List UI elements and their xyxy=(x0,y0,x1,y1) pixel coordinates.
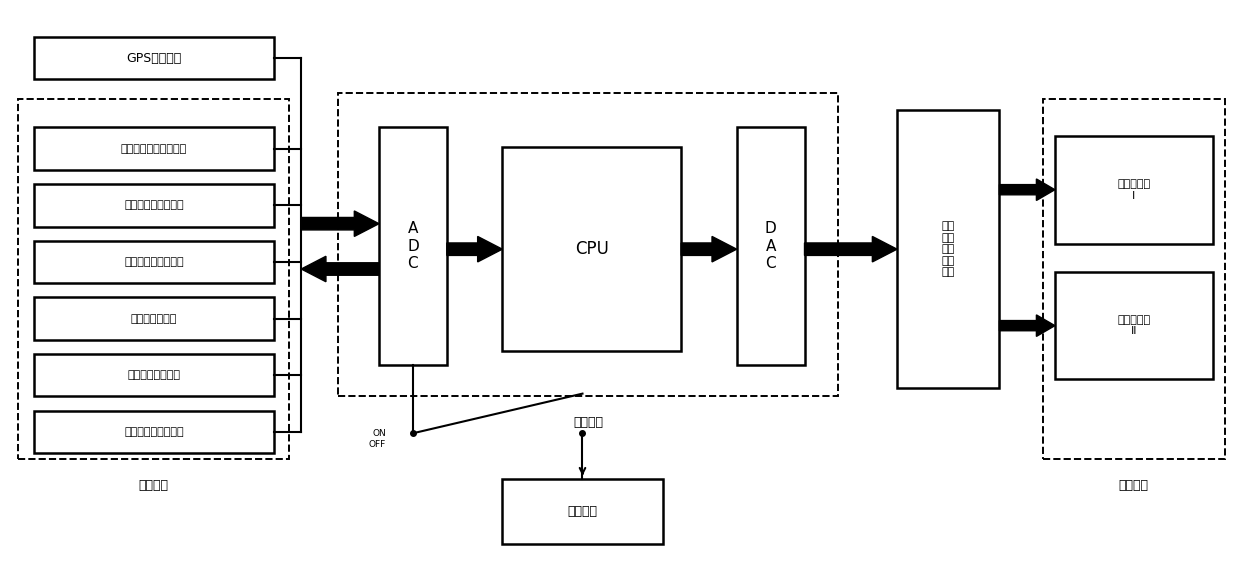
FancyBboxPatch shape xyxy=(379,128,447,366)
FancyBboxPatch shape xyxy=(33,128,274,170)
FancyArrow shape xyxy=(301,211,379,236)
Text: 车身垂向加速度传感器: 车身垂向加速度传感器 xyxy=(120,144,187,154)
FancyBboxPatch shape xyxy=(737,128,804,366)
FancyArrow shape xyxy=(681,236,737,262)
Text: 空气弹簧气压传感器: 空气弹簧气压传感器 xyxy=(124,200,183,210)
Text: 环境气体压力传感器: 环境气体压力传感器 xyxy=(124,257,183,267)
FancyArrow shape xyxy=(301,256,379,282)
FancyBboxPatch shape xyxy=(33,411,274,453)
Text: GPS导航模块: GPS导航模块 xyxy=(126,51,181,65)
Text: CPU: CPU xyxy=(575,240,608,258)
Text: ON
OFF: ON OFF xyxy=(368,429,385,448)
FancyArrow shape xyxy=(1000,179,1054,200)
FancyBboxPatch shape xyxy=(897,110,1000,388)
Text: 车桥垂向加速度感器: 车桥垂向加速度感器 xyxy=(124,427,183,437)
Text: 传感器组: 传感器组 xyxy=(139,479,169,491)
FancyBboxPatch shape xyxy=(502,147,681,351)
Text: 悬架动挠度传感器: 悬架动挠度传感器 xyxy=(128,370,181,380)
FancyBboxPatch shape xyxy=(33,184,274,227)
Text: 执行机构: 执行机构 xyxy=(1119,479,1149,491)
FancyBboxPatch shape xyxy=(33,241,274,283)
Text: 车载电源: 车载电源 xyxy=(567,505,597,518)
FancyBboxPatch shape xyxy=(502,479,663,544)
FancyArrow shape xyxy=(447,236,502,262)
Text: 容积电磁阀
Ⅱ: 容积电磁阀 Ⅱ xyxy=(1118,315,1150,336)
FancyBboxPatch shape xyxy=(33,354,274,396)
FancyArrow shape xyxy=(1000,315,1054,336)
FancyBboxPatch shape xyxy=(33,297,274,340)
FancyBboxPatch shape xyxy=(1054,272,1213,379)
Text: A
D
C: A D C xyxy=(408,221,419,271)
Text: 控制模块: 控制模块 xyxy=(574,416,603,429)
FancyBboxPatch shape xyxy=(33,37,274,80)
Text: 控制
信号
功率
放大
电路: 控制 信号 功率 放大 电路 xyxy=(942,221,955,277)
FancyBboxPatch shape xyxy=(1054,136,1213,244)
FancyArrow shape xyxy=(804,236,897,262)
Text: 汽车速度传感器: 汽车速度传感器 xyxy=(130,313,177,324)
Text: D
A
C: D A C xyxy=(764,221,777,271)
Text: 容积电磁阀
Ⅰ: 容积电磁阀 Ⅰ xyxy=(1118,179,1150,201)
